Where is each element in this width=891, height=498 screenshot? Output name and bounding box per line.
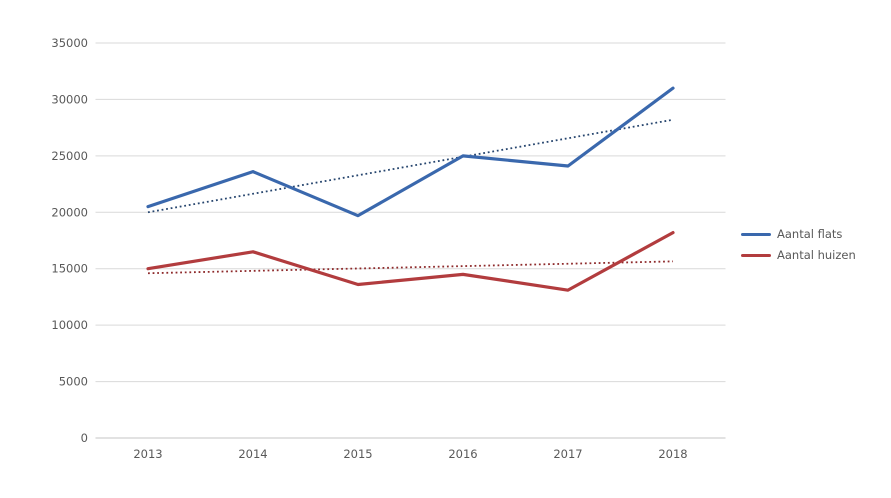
- x-tick-label-2017: 2017: [553, 447, 582, 461]
- trendline-aantal-flats: [147, 118, 674, 214]
- x-tick-label-2018: 2018: [658, 447, 687, 461]
- y-tick-label-30000: 30000: [51, 92, 88, 106]
- legend-line-swatch-huizen: [741, 254, 771, 257]
- y-tick-label-25000: 25000: [51, 149, 88, 163]
- x-tick-label-2015: 2015: [343, 447, 372, 461]
- y-tick-label-35000: 35000: [51, 36, 88, 50]
- y-tick-label-20000: 20000: [51, 205, 88, 219]
- y-tick-label-0: 0: [81, 431, 88, 445]
- y-tick-label-10000: 10000: [51, 318, 88, 332]
- x-tick-label-2014: 2014: [238, 447, 267, 461]
- series-line-aantal-huizen: [146, 231, 675, 292]
- series-line-aantal-flats: [146, 86, 675, 218]
- x-tick-label-2013: 2013: [133, 447, 162, 461]
- legend-item-aantal-flats: Aantal flats: [741, 228, 856, 241]
- x-tick-label-2016: 2016: [448, 447, 477, 461]
- legend-label-flats: Aantal flats: [777, 227, 843, 241]
- y-tick-label-15000: 15000: [51, 262, 88, 276]
- legend-item-aantal-huizen: Aantal huizen: [741, 249, 856, 262]
- y-tick-label-5000: 5000: [59, 375, 88, 389]
- trendline-aantal-huizen: [147, 260, 674, 275]
- chart-legend: Aantal flats Aantal huizen: [741, 228, 856, 262]
- legend-line-swatch-flats: [741, 233, 771, 236]
- legend-label-huizen: Aantal huizen: [777, 248, 856, 262]
